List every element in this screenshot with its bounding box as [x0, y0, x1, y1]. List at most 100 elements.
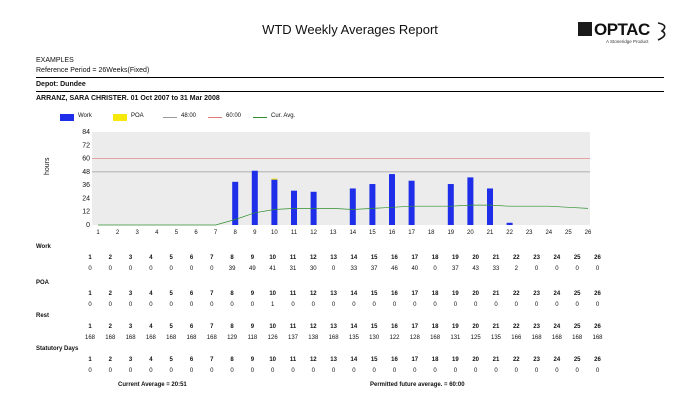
poa-bar — [271, 178, 278, 180]
work-bar — [251, 170, 258, 225]
week-header-cell: 20 — [472, 291, 480, 297]
report-title: WTD Weekly Averages Report — [262, 22, 438, 37]
week-header-cell: 10 — [269, 357, 277, 363]
x-tick-label: 25 — [565, 230, 572, 236]
x-tick-label: 2 — [116, 230, 120, 236]
x-tick-label: 11 — [291, 230, 298, 236]
week-header-cell: 1 — [88, 324, 92, 330]
week-header-cell: 9 — [250, 291, 255, 297]
legend-avg-swatch — [253, 117, 267, 118]
value-cell: 0 — [291, 368, 295, 374]
week-header-cell: 9 — [250, 324, 255, 330]
value-cell: 0 — [128, 368, 133, 374]
x-tick-label: 21 — [487, 230, 494, 236]
y-tick-label: 72 — [82, 142, 90, 149]
value-cell: 0 — [169, 368, 173, 374]
depot-divider — [36, 91, 664, 92]
week-header-cell: 7 — [210, 255, 214, 261]
current-average-line — [98, 204, 589, 226]
value-cell: 40 — [411, 266, 419, 272]
value-cell: 118 — [247, 335, 258, 341]
week-header-cell: 6 — [189, 357, 194, 363]
value-cell: 43 — [472, 266, 480, 272]
work-bar — [349, 188, 356, 225]
week-header-cell: 5 — [169, 357, 173, 363]
value-cell: 0 — [128, 266, 133, 272]
week-header-cell: 8 — [230, 291, 234, 297]
value-cell: 168 — [84, 335, 95, 341]
value-cell: 0 — [149, 368, 153, 374]
value-cell: 0 — [210, 266, 214, 272]
week-header-cell: 11 — [289, 357, 297, 363]
value-cell: 31 — [289, 266, 297, 272]
value-cell: 131 — [450, 335, 461, 341]
week-header-cell: 7 — [210, 291, 214, 297]
x-tick-label: 4 — [155, 230, 159, 236]
week-header-cell: 16 — [391, 357, 398, 363]
value-cell: 0 — [108, 302, 112, 308]
value-cell: 0 — [575, 302, 579, 308]
x-tick-label: 19 — [447, 230, 454, 236]
y-tick-label: 24 — [82, 195, 90, 202]
logo-swoosh-icon — [657, 22, 666, 41]
work-bar — [369, 184, 376, 225]
week-header-cell: 11 — [289, 255, 297, 261]
value-cell: 0 — [433, 302, 437, 308]
legend-48-swatch — [163, 117, 177, 118]
value-cell: 0 — [392, 302, 397, 308]
logo-square-icon — [578, 22, 592, 36]
week-header-cell: 20 — [472, 357, 480, 363]
week-header-cell: 9 — [250, 357, 255, 363]
value-cell: 0 — [311, 302, 315, 308]
week-header-cell: 12 — [309, 255, 317, 261]
week-header-cell: 25 — [573, 357, 581, 363]
value-cell: 0 — [413, 302, 417, 308]
x-tick-label: 7 — [214, 230, 218, 236]
week-header-cell: 8 — [230, 324, 234, 330]
work-bar — [389, 174, 395, 225]
week-header-cell: 22 — [512, 357, 520, 363]
week-header-cell: 2 — [108, 255, 112, 261]
value-cell: 0 — [169, 266, 173, 272]
value-cell: 0 — [311, 368, 315, 374]
value-cell: 0 — [88, 368, 92, 374]
value-cell: 0 — [514, 302, 518, 308]
value-cell: 168 — [572, 335, 583, 341]
week-header-cell: 26 — [594, 357, 601, 363]
value-cell: 122 — [389, 335, 400, 341]
week-header-cell: 25 — [573, 324, 581, 330]
week-header-cell: 13 — [330, 357, 337, 363]
x-tick-label: 10 — [271, 230, 278, 236]
week-header-cell: 6 — [189, 324, 194, 330]
value-cell: 0 — [271, 368, 275, 374]
y-tick-label: 12 — [82, 209, 90, 216]
week-header-cell: 23 — [533, 255, 540, 261]
week-header-cell: 17 — [411, 324, 419, 330]
week-header-cell: 13 — [330, 255, 337, 261]
value-cell: 0 — [534, 266, 539, 272]
week-header-cell: 3 — [128, 324, 133, 330]
value-cell: 168 — [105, 335, 116, 341]
value-cell: 166 — [511, 335, 522, 341]
permitted-average: Permitted future average. = 60:00 — [370, 382, 465, 388]
value-cell: 37 — [370, 266, 378, 272]
value-cell: 129 — [227, 335, 238, 341]
current-average: Current Average = 20:51 — [118, 382, 187, 388]
week-header-cell: 4 — [149, 357, 153, 363]
legend-48-label: 48:00 — [181, 113, 197, 119]
value-cell: 168 — [592, 335, 603, 341]
section-label: Rest — [36, 313, 50, 319]
value-cell: 0 — [189, 368, 194, 374]
value-cell: 0 — [453, 368, 458, 374]
value-cell: 138 — [308, 335, 319, 341]
section-label: POA — [36, 280, 50, 286]
week-header-cell: 15 — [370, 324, 378, 330]
week-header-cell: 22 — [512, 255, 520, 261]
header-divider — [36, 77, 664, 78]
value-cell: 0 — [210, 368, 214, 374]
logo-subtitle: A Stoneridge Product — [606, 39, 649, 44]
x-tick-label: 8 — [234, 230, 238, 236]
reference-period: Reference Period = 26Weeks(Fixed) — [36, 67, 150, 74]
value-cell: 168 — [145, 335, 156, 341]
legend-work-label: Work — [78, 113, 92, 119]
